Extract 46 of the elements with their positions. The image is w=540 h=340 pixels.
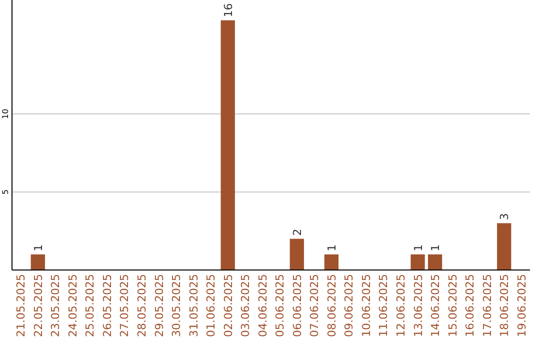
x-tick-label: 09.06.2025 bbox=[342, 274, 356, 337]
data-label: 2 bbox=[290, 228, 304, 236]
x-tick-label: 29.05.2025 bbox=[152, 274, 166, 337]
bar bbox=[290, 238, 304, 270]
x-tick-label: 14.06.2025 bbox=[429, 274, 442, 337]
x-tick-label: 17.06.2025 bbox=[480, 274, 494, 337]
data-label: 1 bbox=[429, 244, 442, 252]
bar bbox=[220, 20, 235, 270]
x-tick-label: 07.06.2025 bbox=[308, 274, 322, 337]
x-tick-label: 03.06.2025 bbox=[239, 274, 252, 337]
bar bbox=[30, 254, 45, 270]
y-tick-label: 5 bbox=[1, 189, 10, 195]
x-tick-label: 19.06.2025 bbox=[515, 274, 528, 337]
x-tick-label: 02.06.2025 bbox=[222, 274, 235, 337]
x-tick-label: 21.05.2025 bbox=[14, 274, 28, 337]
x-tick-label: 22.05.2025 bbox=[32, 274, 45, 337]
data-label: 1 bbox=[412, 244, 425, 252]
x-tick-label: 31.05.2025 bbox=[187, 274, 200, 337]
x-tick-label: 10.06.2025 bbox=[360, 274, 373, 337]
x-tick-label: 27.05.2025 bbox=[118, 274, 132, 337]
x-tick-label: 04.06.2025 bbox=[256, 274, 270, 337]
x-tick-label: 25.05.2025 bbox=[84, 274, 97, 337]
x-tick-label: 26.05.2025 bbox=[100, 274, 114, 337]
bar bbox=[410, 254, 425, 270]
x-tick-label: 18.06.2025 bbox=[498, 274, 512, 337]
x-tick-label: 23.05.2025 bbox=[49, 274, 62, 337]
bar bbox=[497, 223, 512, 270]
bar bbox=[428, 254, 442, 270]
x-tick-label: 12.06.2025 bbox=[394, 274, 408, 337]
bar bbox=[324, 254, 339, 270]
x-tick-label: 06.06.2025 bbox=[290, 274, 304, 337]
data-label: 1 bbox=[32, 244, 45, 252]
x-tick-label: 11.06.2025 bbox=[377, 274, 390, 337]
x-tick-label: 24.05.2025 bbox=[66, 274, 80, 337]
x-tick-label: 01.06.2025 bbox=[204, 274, 218, 337]
x-tick-label: 30.05.2025 bbox=[170, 274, 184, 337]
y-tick-label: 10 bbox=[1, 108, 10, 120]
data-label: 16 bbox=[222, 3, 235, 18]
x-tick-label: 28.05.2025 bbox=[136, 274, 148, 337]
x-tick-label: 15.06.2025 bbox=[446, 274, 460, 337]
x-tick-label: 08.06.2025 bbox=[325, 274, 338, 337]
data-label: 1 bbox=[325, 244, 338, 252]
x-tick-label: 05.06.2025 bbox=[274, 274, 287, 337]
x-tick-label: 16.06.2025 bbox=[464, 274, 477, 337]
x-tick-label: 13.06.2025 bbox=[412, 274, 425, 337]
data-label: 3 bbox=[498, 213, 512, 220]
